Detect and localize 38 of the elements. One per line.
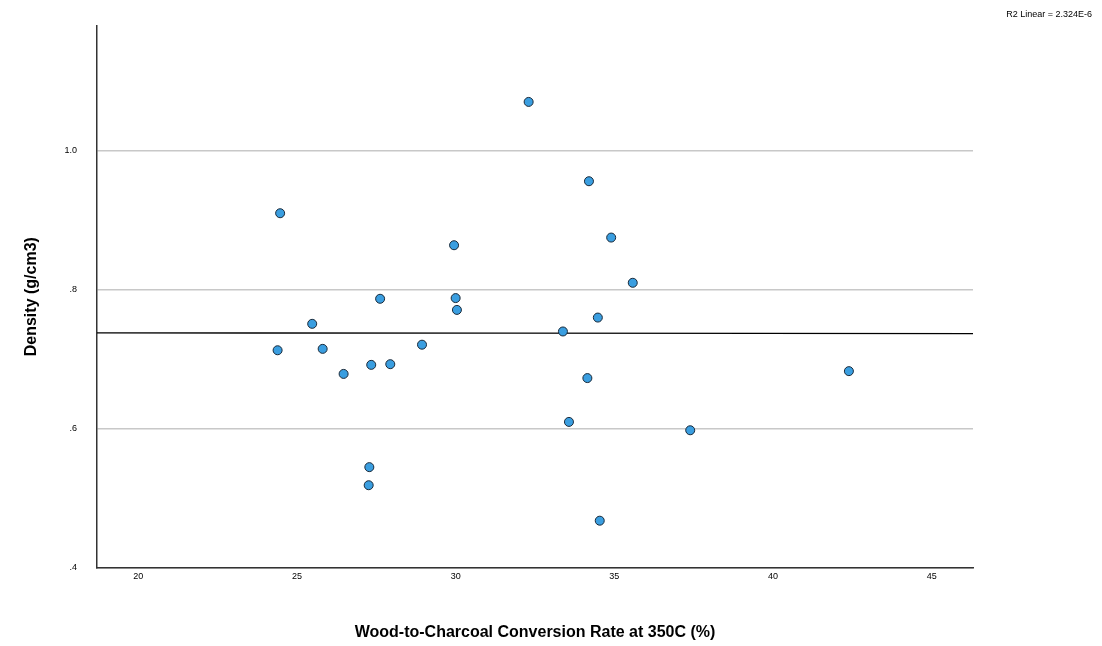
x-axis-title: Wood-to-Charcoal Conversion Rate at 350C (%) xyxy=(354,622,716,640)
x-tick-label: 25 xyxy=(291,570,302,581)
point xyxy=(363,480,374,491)
point xyxy=(451,304,462,315)
point xyxy=(606,232,617,243)
text: R2 Linear = 2.324E-6 xyxy=(1006,8,1092,19)
point xyxy=(594,515,605,526)
point xyxy=(385,359,396,370)
point xyxy=(583,176,594,187)
y-tick-label: .8 xyxy=(69,284,77,295)
x-tick-label: 45 xyxy=(926,570,937,581)
x-tick-label: 30 xyxy=(450,570,461,581)
point xyxy=(307,318,318,329)
point xyxy=(449,240,460,251)
y-axis-title: Density (g/cm3) xyxy=(22,237,40,357)
point xyxy=(275,208,286,219)
x-tick-label: 35 xyxy=(609,570,620,581)
y-tick-label: .6 xyxy=(69,423,77,434)
point xyxy=(627,277,638,288)
y-tick-label: .4 xyxy=(69,562,77,573)
point xyxy=(375,293,386,304)
x-tick-label: 40 xyxy=(768,570,779,581)
point xyxy=(563,416,574,427)
point xyxy=(685,425,696,436)
point xyxy=(366,359,377,370)
point xyxy=(582,373,593,384)
y-tick-label: 1.0 xyxy=(64,145,77,156)
point xyxy=(450,293,461,304)
point xyxy=(592,312,603,323)
point xyxy=(272,345,283,356)
point xyxy=(317,343,328,354)
point xyxy=(364,462,375,473)
point xyxy=(417,339,428,350)
point xyxy=(557,326,568,337)
point xyxy=(843,366,854,377)
point xyxy=(523,96,534,107)
point xyxy=(338,368,349,379)
x-tick-label: 20 xyxy=(133,570,144,581)
